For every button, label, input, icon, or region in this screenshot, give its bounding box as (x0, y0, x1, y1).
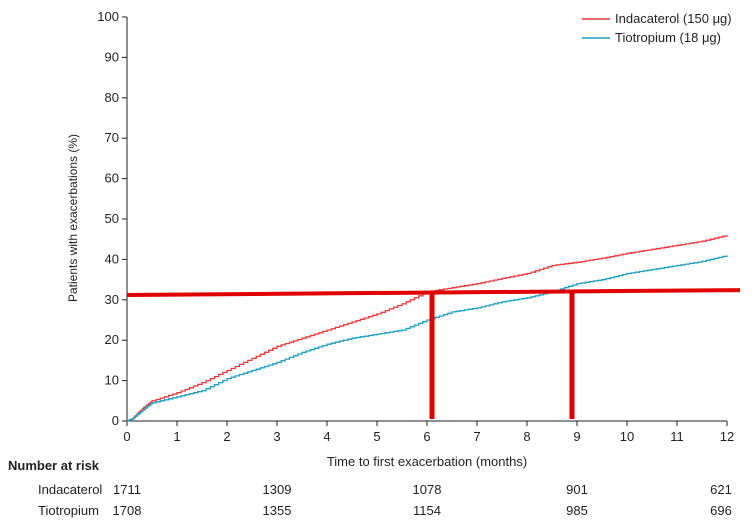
risk-value: 985 (566, 503, 588, 518)
legend: Indacaterol (150 μg) Tiotropium (18 μg) (582, 11, 732, 45)
y-tick-label: 60 (105, 171, 119, 186)
legend-label: Indacaterol (150 μg) (615, 11, 732, 26)
risk-value: 1355 (262, 503, 292, 518)
x-tick-label: 0 (123, 429, 130, 444)
x-tick-label: 3 (273, 429, 280, 444)
x-tick-label: 2 (223, 429, 230, 444)
risk-value: 1078 (412, 482, 442, 497)
risk-value: 1309 (262, 482, 292, 497)
y-axis: 0 10 20 30 40 50 60 70 80 90 100 (97, 9, 128, 428)
risk-value: 1711 (113, 482, 141, 497)
legend-label: Tiotropium (18 μg) (615, 30, 721, 45)
risk-value: 696 (710, 503, 732, 518)
y-tick-label: 30 (105, 292, 119, 307)
x-tick-label: 11 (670, 429, 684, 444)
y-tick-label: 20 (105, 332, 119, 347)
x-tick-label: 4 (323, 429, 330, 444)
x-tick-label: 5 (373, 429, 380, 444)
risk-value: 901 (566, 482, 588, 497)
x-tick-label: 10 (620, 429, 634, 444)
series-group (127, 235, 728, 422)
x-tick-label: 9 (573, 429, 580, 444)
y-tick-label: 40 (105, 251, 119, 266)
risk-row-label: Indacaterol (38, 482, 103, 497)
y-tick-label: 80 (105, 90, 119, 105)
x-tick-label: 8 (523, 429, 530, 444)
y-tick-label: 90 (105, 49, 119, 64)
risk-value: 1154 (413, 503, 441, 518)
y-tick-label: 50 (105, 211, 119, 226)
x-tick-label: 6 (423, 429, 430, 444)
x-axis-label: Time to first exacerbation (months) (327, 454, 527, 469)
y-axis-label: Patients with exacerbations (%) (66, 134, 80, 302)
y-tick-label: 70 (105, 130, 119, 145)
x-tick-label: 12 (720, 429, 734, 444)
series-line-indacaterol (127, 235, 728, 422)
y-tick-label: 0 (112, 413, 119, 428)
y-tick-label: 10 (105, 373, 119, 388)
y-tick-label: 100 (97, 9, 119, 24)
x-axis: 0 1 2 3 4 5 6 7 8 9 10 11 12 (123, 420, 734, 444)
risk-table-title: Number at risk (8, 458, 100, 473)
x-tick-label: 1 (173, 429, 180, 444)
risk-value: 1708 (112, 503, 142, 518)
series-line-tiotropium (127, 255, 728, 422)
annotations (126, 288, 741, 419)
x-tick-label: 7 (473, 429, 480, 444)
risk-row-label: Tiotropium (38, 503, 99, 518)
risk-value: 621 (710, 482, 732, 497)
